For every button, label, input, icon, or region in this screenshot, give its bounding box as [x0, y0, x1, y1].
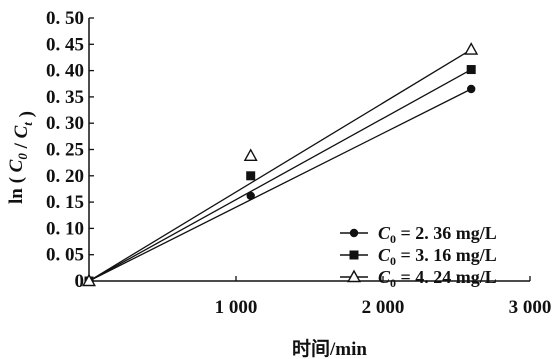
- x-tick-label: 3 000: [509, 297, 552, 318]
- y-tick-label: 0. 05: [46, 245, 84, 266]
- y-axis-title-part: 0: [15, 153, 30, 160]
- legend: C0 = 2. 36 mg/LC0 = 3. 16 mg/LC0 = 4. 24…: [340, 223, 497, 290]
- data-point-series-3: [82, 273, 96, 287]
- fit-lines: [88, 49, 472, 282]
- y-axis-title-text: ln ( C0 / Ct ): [6, 111, 37, 204]
- legend-marker-series-3: [347, 269, 361, 283]
- y-tick-label: 0. 10: [46, 218, 84, 239]
- y-axis-title-part: ln (: [6, 172, 27, 204]
- y-axis-title: ln ( C0 / Ct ): [6, 111, 37, 204]
- legend-label-series-1: C0 = 2. 36 mg/L: [378, 223, 497, 246]
- fit-line-series-1: [88, 88, 472, 282]
- y-tick-label: 0. 45: [46, 34, 84, 55]
- legend-label-series-2: C0 = 3. 16 mg/L: [378, 245, 497, 268]
- y-axis-title-part: ): [16, 111, 37, 122]
- y-axis-title-part: C: [6, 159, 27, 172]
- data-point-series-1: [246, 191, 255, 200]
- data-point-series-3: [243, 148, 258, 162]
- y-tick-label: 0. 20: [46, 166, 84, 187]
- y-tick-label: 0. 40: [46, 61, 84, 82]
- x-tick-label: 1 000: [215, 297, 258, 318]
- x-tick-label: 2 000: [362, 297, 405, 318]
- ticks: 0 0. 05 0. 10 0. 15 0. 20 0. 25 0. 30 0. 35 0. 4…: [46, 8, 551, 318]
- fit-line-series-3: [88, 49, 472, 282]
- y-axis-title-part: C: [11, 125, 32, 138]
- data-point-series-1: [467, 84, 476, 94]
- legend-label-series-3: C0 = 4. 24 mg/L: [378, 267, 497, 290]
- y-axis-title-part: t: [20, 122, 35, 126]
- data-point-series-2: [246, 171, 256, 181]
- y-tick-label: 0: [75, 271, 85, 292]
- y-tick-label: 0. 15: [46, 192, 84, 213]
- data-point-series-2: [466, 65, 476, 75]
- legend-marker-series-2: [349, 250, 359, 260]
- y-tick-label: 0. 35: [46, 87, 84, 108]
- y-tick-label: 0. 25: [46, 140, 84, 161]
- y-tick-label: 0. 30: [46, 113, 84, 134]
- y-tick-label: 0. 50: [46, 8, 84, 29]
- data-points: [82, 42, 479, 287]
- x-axis-title: 时间/min: [292, 338, 367, 359]
- y-axis-title-part: /: [11, 138, 32, 153]
- legend-marker-series-1: [349, 228, 359, 238]
- fit-line-series-2: [88, 68, 472, 282]
- data-point-series-3: [464, 42, 479, 55]
